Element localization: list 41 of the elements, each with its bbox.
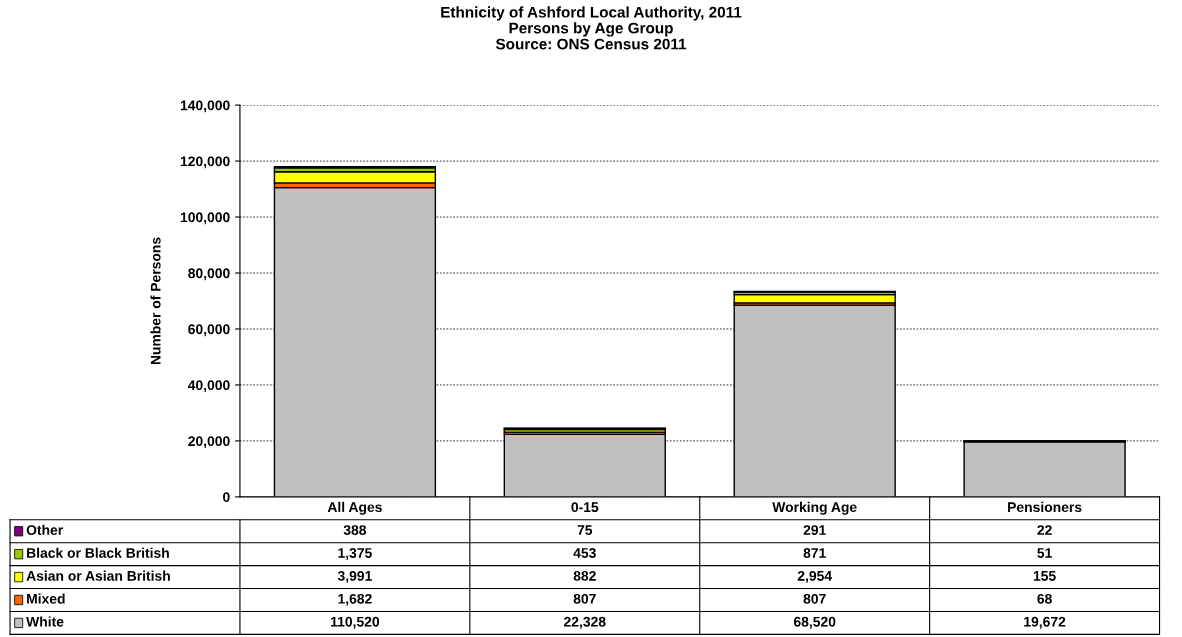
data-label: 453 xyxy=(573,548,596,558)
y-tick-label: 80,000 xyxy=(188,268,230,281)
x-tick-label: Pensioners xyxy=(1008,501,1082,513)
data-label: 51 xyxy=(1037,548,1052,558)
source-note: Source: ONS Census 2011 xyxy=(495,38,687,50)
x-tick-label: 0-15 xyxy=(571,502,599,513)
y-tick-label: 60,000 xyxy=(188,324,230,337)
legend-label: White xyxy=(26,616,64,627)
y-tick-label: 40,000 xyxy=(187,380,230,393)
data-label: 22 xyxy=(1037,525,1052,535)
data-label: 1,375 xyxy=(338,548,372,560)
data-label: 3,991 xyxy=(337,570,372,583)
data-label: 19,672 xyxy=(1024,616,1066,629)
y-tick-label: 20,000 xyxy=(188,436,230,449)
x-tick-label: All Ages xyxy=(327,501,382,515)
y-tick-label: 0 xyxy=(223,492,230,503)
data-label: 807 xyxy=(803,593,826,604)
data-label: 68,520 xyxy=(793,616,836,629)
data-label: 871 xyxy=(803,548,826,558)
x-tick-label: Working Age xyxy=(772,501,857,515)
data-label: 291 xyxy=(803,525,826,535)
legend-label: Black or Black British xyxy=(27,547,169,558)
data-label: 155 xyxy=(1033,571,1056,581)
y-tick-label: 100,000 xyxy=(180,212,230,225)
legend-label: Other xyxy=(26,524,63,535)
data-label: 75 xyxy=(577,525,593,535)
data-label: 388 xyxy=(343,525,367,535)
data-label: 1,682 xyxy=(338,593,372,606)
data-label: 68 xyxy=(1037,593,1052,604)
data-label: 807 xyxy=(573,593,596,604)
chart-subtitle: Persons by Age Group xyxy=(509,22,673,37)
chart-title: Ethnicity of Ashford Local Authority, 2011 xyxy=(441,6,742,21)
legend-label: Asian or Asian British xyxy=(26,570,170,581)
data-label: 110,520 xyxy=(331,616,380,629)
y-axis-title: Number of Persons xyxy=(150,237,161,365)
legend-label: Mixed xyxy=(27,593,65,604)
data-label: 22,328 xyxy=(564,616,606,629)
data-label: 2,954 xyxy=(797,570,832,583)
y-tick-label: 120,000 xyxy=(180,156,230,169)
data-label: 882 xyxy=(573,570,596,581)
y-tick-label: 140,000 xyxy=(180,100,230,113)
